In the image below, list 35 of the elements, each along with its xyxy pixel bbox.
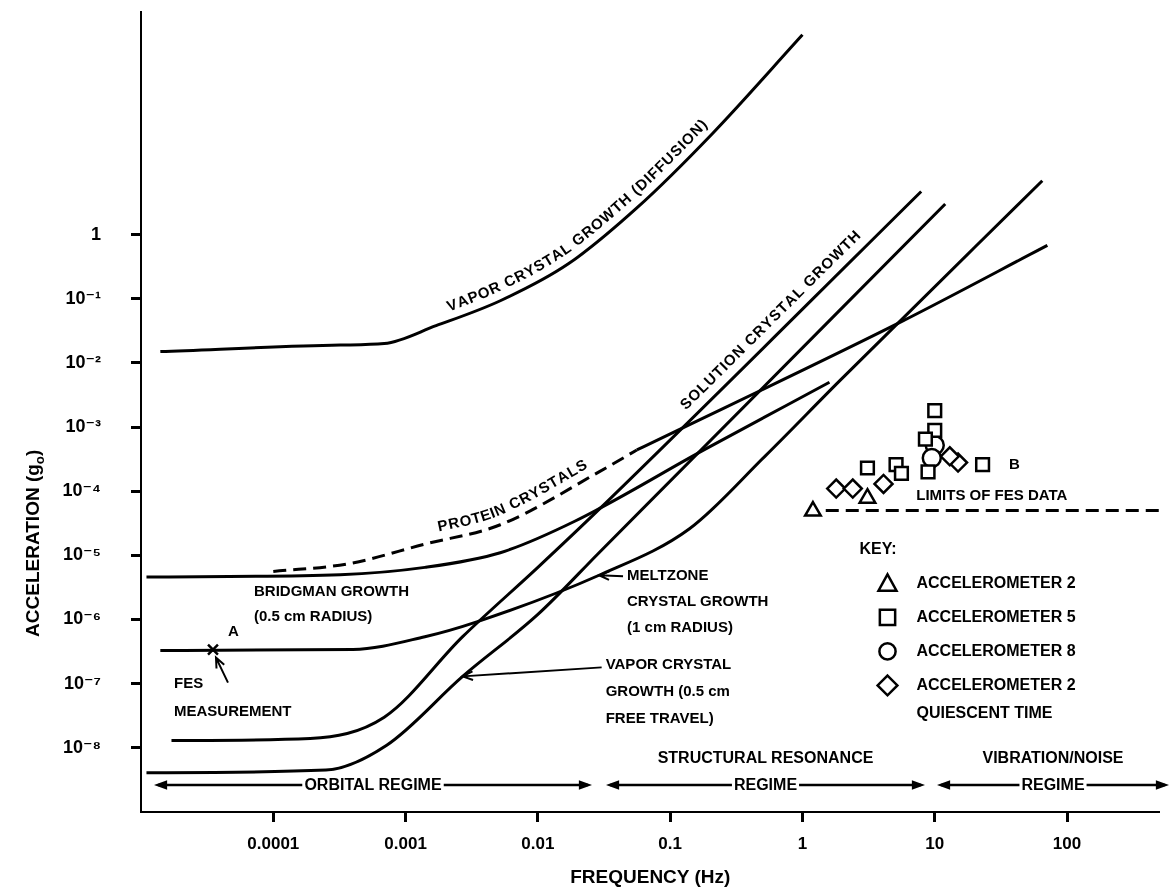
legend-label: ACCELEROMETER 2 QUIESCENT TIME (916, 675, 1076, 721)
x-tick-label: 0.0001 (247, 833, 300, 853)
x-tick-label: 0.1 (658, 833, 682, 853)
y-tick-label: 10⁻¹ (65, 287, 101, 308)
annotation: MELTZONE CRYSTAL GROWTH (1 cm RADIUS) (627, 565, 769, 635)
x-tick-label: 0.01 (521, 833, 555, 853)
y-tick-label: 10⁻³ (65, 416, 101, 437)
text: PROTEIN CRYSTALS (435, 455, 590, 535)
text: SOLUTION CRYSTAL GROWTH (676, 226, 864, 413)
y-axis-title: ACCELERATION (go) (22, 449, 48, 637)
x-tick-label: 1 (797, 833, 808, 853)
legend-label: ACCELEROMETER 5 (916, 607, 1076, 625)
y-tick-label: 10⁻⁷ (64, 672, 101, 693)
y-tick-label: 10⁻⁵ (63, 544, 101, 565)
x-tick-label: 10 (925, 833, 945, 853)
annotation: LIMITS OF FES DATA (916, 486, 1068, 504)
y-tick-label: 10⁻⁶ (63, 608, 101, 629)
x-axis-title: FREQUENCY (Hz) (570, 865, 731, 887)
series-label: BRIDGMAN GROWTH (0.5 cm RADIUS) (254, 581, 409, 624)
x-tick-label: 100 (1052, 833, 1082, 853)
annotation: A (227, 622, 239, 640)
y-tick-label: 10⁻⁴ (62, 480, 101, 501)
y-tick-label: 10⁻² (65, 351, 101, 372)
annotation: B (1009, 454, 1020, 472)
y-tick-label: 1 (90, 223, 101, 244)
y-tick-label: 10⁻⁸ (62, 736, 101, 757)
annotation: VAPOR CRYSTAL GROWTH (0.5 cm FREE TRAVEL) (605, 655, 732, 727)
legend-label: ACCELEROMETER 2 (916, 573, 1076, 591)
annotation: FES MEASUREMENT (173, 674, 292, 720)
x-tick-label: 0.001 (384, 833, 427, 853)
legend-title: KEY: (859, 539, 897, 557)
legend-label: ACCELEROMETER 8 (916, 641, 1076, 659)
annotation: ORBITAL REGIME (304, 776, 442, 794)
annotation: VIBRATION/NOISE REGIME (982, 749, 1124, 794)
annotation: STRUCTURAL RESONANCE REGIME (657, 749, 874, 794)
